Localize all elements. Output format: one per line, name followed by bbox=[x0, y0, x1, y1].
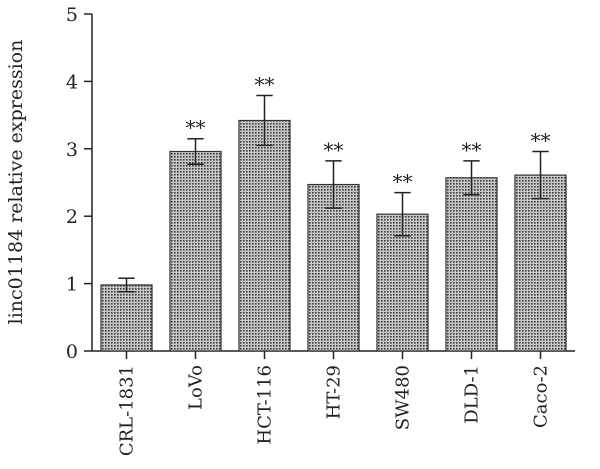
bar-caco-2 bbox=[514, 174, 567, 352]
x-tick-label: CRL-1831 bbox=[117, 365, 138, 456]
y-tick-label: 0 bbox=[66, 341, 78, 363]
y-tick-label: 1 bbox=[66, 274, 78, 296]
bars-group: ** ** ** ** ** ** bbox=[100, 73, 567, 352]
y-tick-label: 2 bbox=[66, 206, 78, 228]
y-tick-label: 3 bbox=[66, 139, 78, 161]
x-tick-label: HT-29 bbox=[324, 365, 345, 419]
bar-crl-1831 bbox=[100, 284, 153, 352]
significance-label: ** bbox=[462, 138, 482, 162]
y-axis: 0 1 2 3 4 5 bbox=[66, 4, 93, 363]
bar-lovo bbox=[169, 150, 222, 352]
bar-dld-1 bbox=[445, 177, 498, 352]
significance-label: ** bbox=[255, 73, 275, 97]
x-axis: CRL-1831 LoVo HCT-116 HT-29 SW480 DLD-1 Caco-2 bbox=[92, 350, 575, 456]
bar-hct-116 bbox=[238, 119, 291, 352]
y-tick-label: 5 bbox=[66, 4, 78, 26]
x-tick-label: SW480 bbox=[393, 365, 414, 430]
significance-label: ** bbox=[531, 128, 551, 152]
significance-label: ** bbox=[186, 116, 206, 140]
x-tick-label: HCT-116 bbox=[255, 365, 276, 445]
y-tick-label: 4 bbox=[66, 71, 78, 93]
x-tick-label: Caco-2 bbox=[531, 365, 552, 428]
y-axis-title: linc01184 relative expression bbox=[5, 40, 27, 325]
x-tick-label: LoVo bbox=[186, 365, 207, 410]
bar-sw480 bbox=[376, 213, 429, 352]
x-tick-label: DLD-1 bbox=[462, 365, 483, 424]
bar-ht-29 bbox=[307, 183, 360, 352]
significance-label: ** bbox=[324, 138, 344, 162]
significance-label: ** bbox=[393, 170, 413, 194]
